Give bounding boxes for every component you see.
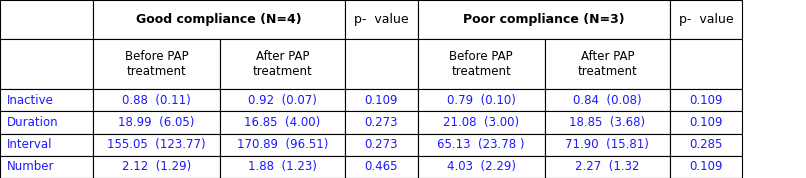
Bar [418, 39, 545, 89]
Text: 18.99  (6.05): 18.99 (6.05) [118, 116, 194, 129]
Text: 0.79  (0.10): 0.79 (0.10) [447, 94, 516, 107]
Bar [545, 156, 670, 178]
Text: Inactive: Inactive [6, 94, 53, 107]
Text: 0.273: 0.273 [364, 138, 398, 151]
Text: Interval: Interval [6, 138, 52, 151]
Text: 2.27  (1.32: 2.27 (1.32 [575, 160, 640, 173]
Text: 2.12  (1.29): 2.12 (1.29) [122, 160, 191, 173]
Text: Good compliance (N=4): Good compliance (N=4) [136, 13, 301, 26]
Bar [418, 111, 545, 134]
Text: 0.285: 0.285 [689, 138, 723, 151]
Text: 16.85  (4.00): 16.85 (4.00) [244, 116, 321, 129]
Text: Number: Number [6, 160, 54, 173]
Text: 0.465: 0.465 [364, 160, 398, 173]
Bar [93, 156, 220, 178]
Bar [545, 111, 670, 134]
Bar [545, 89, 670, 111]
Bar [418, 89, 545, 111]
Bar [0, 111, 93, 134]
Bar [345, 0, 418, 39]
Bar [345, 89, 418, 111]
Text: 1.88  (1.23): 1.88 (1.23) [248, 160, 317, 173]
Bar [0, 134, 93, 156]
Text: 21.08  (3.00): 21.08 (3.00) [443, 116, 519, 129]
Text: 0.273: 0.273 [364, 116, 398, 129]
Text: 18.85  (3.68): 18.85 (3.68) [569, 116, 646, 129]
Bar [93, 89, 220, 111]
Bar [418, 156, 545, 178]
Bar [670, 156, 742, 178]
Bar [0, 0, 93, 39]
Bar [545, 39, 670, 89]
Bar [670, 111, 742, 134]
Bar [93, 39, 220, 89]
Text: Before PAP
treatment: Before PAP treatment [450, 50, 513, 78]
Text: 0.84  (0.08): 0.84 (0.08) [573, 94, 642, 107]
Text: 155.05  (123.77): 155.05 (123.77) [107, 138, 206, 151]
Bar [93, 0, 345, 39]
Bar [418, 134, 545, 156]
Text: After PAP
treatment: After PAP treatment [252, 50, 313, 78]
Bar [93, 111, 220, 134]
Text: p-  value: p- value [679, 13, 733, 26]
Text: 65.13  (23.78 ): 65.13 (23.78 ) [438, 138, 525, 151]
Bar [670, 0, 742, 39]
Bar [345, 134, 418, 156]
Bar [220, 156, 345, 178]
Bar [220, 89, 345, 111]
Bar [220, 111, 345, 134]
Text: 0.109: 0.109 [364, 94, 398, 107]
Text: Duration: Duration [6, 116, 58, 129]
Bar [0, 156, 93, 178]
Bar [345, 111, 418, 134]
Text: 170.89  (96.51): 170.89 (96.51) [237, 138, 328, 151]
Bar [670, 89, 742, 111]
Bar [220, 134, 345, 156]
Text: Before PAP
treatment: Before PAP treatment [125, 50, 188, 78]
Text: Poor compliance (N=3): Poor compliance (N=3) [463, 13, 625, 26]
Bar [93, 134, 220, 156]
Bar [345, 39, 418, 89]
Text: 0.109: 0.109 [689, 94, 723, 107]
Bar [670, 134, 742, 156]
Text: 0.109: 0.109 [689, 160, 723, 173]
Text: 0.109: 0.109 [689, 116, 723, 129]
Text: After PAP
treatment: After PAP treatment [577, 50, 638, 78]
Text: 0.92  (0.07): 0.92 (0.07) [248, 94, 317, 107]
Bar [0, 39, 93, 89]
Text: p-  value: p- value [354, 13, 409, 26]
Bar [0, 89, 93, 111]
Text: 71.90  (15.81): 71.90 (15.81) [565, 138, 650, 151]
Text: 4.03  (2.29): 4.03 (2.29) [447, 160, 516, 173]
Bar [670, 39, 742, 89]
Bar [545, 134, 670, 156]
Bar [220, 39, 345, 89]
Text: 0.88  (0.11): 0.88 (0.11) [122, 94, 191, 107]
Bar [418, 0, 670, 39]
Bar [345, 156, 418, 178]
